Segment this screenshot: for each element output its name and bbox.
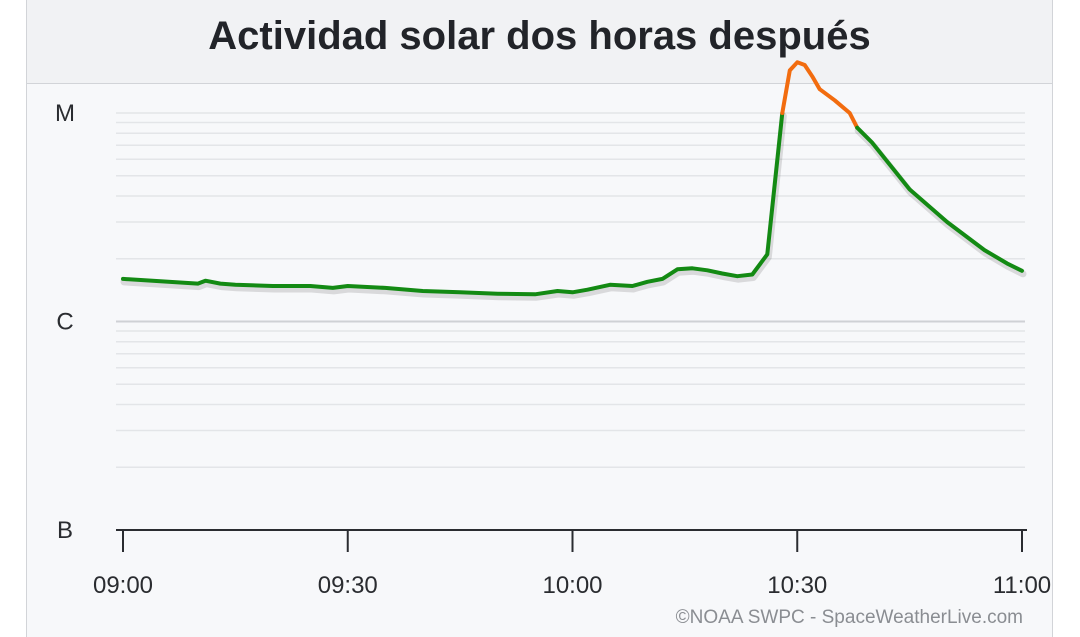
x-tick-label: 10:30 — [767, 572, 827, 599]
series-line-quiet — [121, 111, 785, 297]
series-line-flare — [780, 60, 860, 130]
credit-text: ©NOAA SWPC - SpaceWeatherLive.com — [676, 607, 1023, 628]
x-tick-label: 11:00 — [993, 572, 1051, 599]
chart-title: Actividad solar dos horas después — [208, 14, 871, 58]
series-line-decay — [855, 125, 1024, 273]
x-tick-label: 09:30 — [318, 572, 378, 599]
grid-lines — [116, 112, 1025, 468]
title-bar: Actividad solar dos horas después — [27, 0, 1052, 84]
y-tick-label: C — [56, 309, 73, 336]
series-shadow — [854, 127, 1027, 278]
x-tick-label: 10:00 — [542, 572, 602, 599]
y-tick-label: B — [57, 517, 73, 544]
y-axis: B C M — [55, 100, 75, 544]
series-layer — [120, 60, 1027, 301]
y-tick-label: M — [55, 100, 75, 127]
series-shadow — [120, 112, 787, 301]
x-tick-label: 09:00 — [93, 572, 153, 599]
x-axis: 09:00 09:30 10:00 10:30 11:00 — [93, 529, 1051, 599]
